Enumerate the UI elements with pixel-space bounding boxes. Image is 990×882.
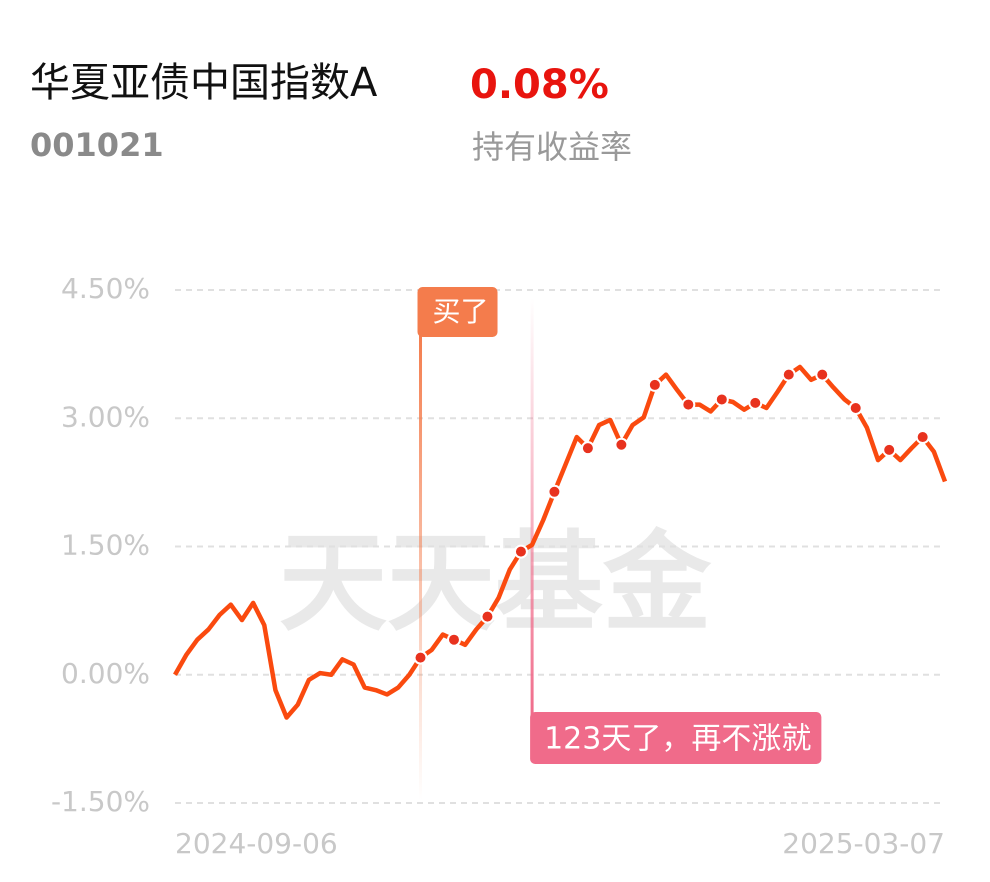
y-tick-label: -1.50% [51, 785, 150, 818]
annotation-label: 买了 [433, 295, 489, 328]
annotation-box [530, 712, 822, 764]
return-value: 0.08% [470, 62, 609, 108]
x-tick-label: 2025-03-07 [782, 827, 945, 860]
point-marker [915, 430, 930, 445]
point-marker [681, 397, 696, 412]
fund-title: 华夏亚债中国指数A [30, 60, 378, 106]
point-marker [815, 367, 830, 382]
return-label: 持有收益率 [472, 128, 632, 166]
point-marker [714, 392, 729, 407]
point-marker [614, 437, 629, 452]
watermark: 天天基金 [279, 520, 712, 646]
y-tick-label: 0.00% [61, 657, 150, 690]
point-marker [413, 650, 428, 665]
point-marker [848, 400, 863, 415]
annotation-line [419, 330, 423, 800]
point-marker [580, 441, 595, 456]
point-marker [446, 632, 461, 647]
y-tick-label: 4.50% [61, 272, 150, 305]
annotation-line [530, 298, 534, 718]
annotation-box [417, 287, 498, 337]
point-marker [513, 544, 528, 559]
point-marker [882, 442, 897, 457]
point-marker [547, 484, 562, 499]
y-tick-label: 3.00% [61, 400, 150, 433]
point-marker [781, 367, 796, 382]
fund-code: 001021 [30, 126, 164, 164]
point-marker [748, 395, 763, 410]
point-marker [647, 377, 662, 392]
annotation: 买了 [417, 287, 498, 800]
annotation-label: 123天了，再不涨就 [544, 722, 811, 757]
annotation: 123天了，再不涨就 [530, 298, 822, 764]
x-tick-label: 2024-09-06 [175, 827, 338, 860]
y-tick-label: 1.50% [61, 529, 150, 562]
point-marker [480, 609, 495, 624]
